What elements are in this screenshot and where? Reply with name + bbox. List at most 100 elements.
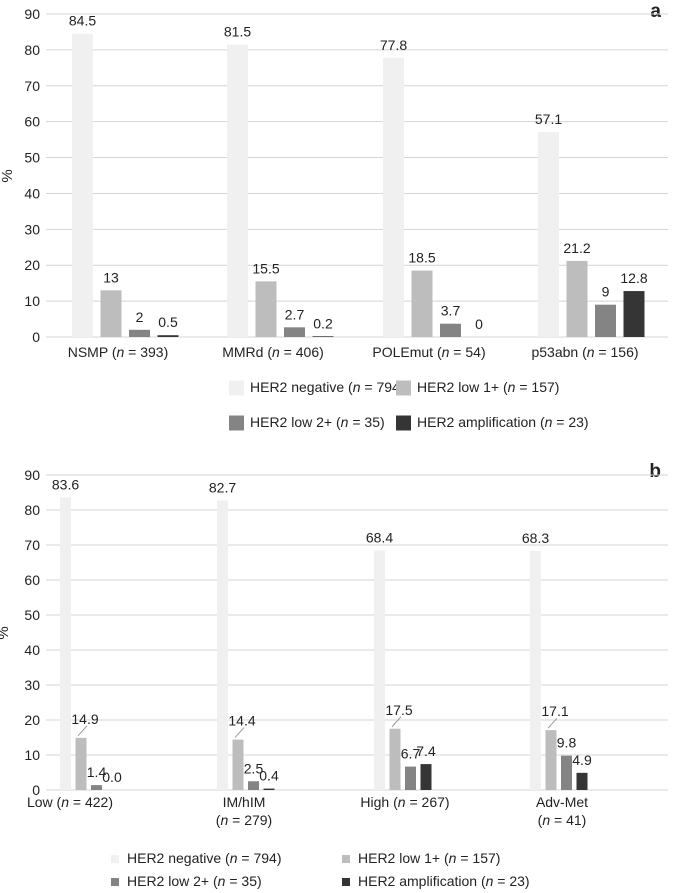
category-label: Adv-Met: [536, 794, 588, 810]
y-tick-label: 90: [24, 6, 40, 22]
legend-label: HER2 low 1+ (n = 157): [358, 850, 500, 866]
category-label: IM/hIM: [223, 794, 266, 810]
legend-label: HER2 amplification (n = 23): [417, 414, 589, 430]
legend-label: HER2 low 2+ (n = 35): [127, 873, 262, 889]
y-tick-label: 10: [24, 293, 40, 309]
y-tick-label: 30: [24, 221, 40, 237]
data-label: 17.1: [541, 703, 568, 719]
y-tick-label: 20: [24, 257, 40, 273]
label-leader-line: [547, 717, 558, 729]
legend-swatch: [229, 415, 244, 431]
label-leader-line: [77, 725, 88, 737]
bar: [566, 260, 588, 337]
bar: [420, 764, 432, 790]
y-tick-label: 80: [24, 502, 40, 518]
data-label: 15.5: [252, 260, 279, 276]
chart-panel-b: b 0 10 20 30 40 50 60 70 80 90% 83.6 82.7 68.4 68.3 14.…: [0, 461, 668, 889]
legend-swatch: [396, 380, 411, 396]
bar: [440, 323, 461, 337]
bar: [312, 336, 334, 337]
category-n-label: (n = 41): [538, 812, 587, 828]
data-label: 0.5: [158, 314, 178, 330]
legend-swatch: [229, 380, 244, 396]
data-label: 0.4: [259, 768, 279, 784]
data-label: 9.8: [557, 735, 577, 751]
legend: HER2 negative (n = 794) HER2 low 1+ (n = …: [229, 379, 589, 431]
y-tick-label: 70: [24, 537, 40, 553]
data-label: 77.8: [380, 37, 407, 53]
bar: [561, 755, 572, 790]
data-label: 57.1: [535, 111, 562, 127]
bar: [72, 33, 93, 337]
legend-swatch: [111, 855, 119, 863]
bar: [263, 788, 275, 790]
bar: [595, 304, 616, 337]
data-label: 7.4: [416, 743, 436, 759]
data-label: 0: [475, 316, 483, 332]
bar: [60, 497, 71, 790]
bar: [623, 291, 645, 337]
bar: [157, 335, 179, 337]
legend-label: HER2 amplification (n = 23): [358, 873, 530, 889]
y-tick-label: 70: [24, 78, 40, 94]
data-label: 13: [103, 269, 119, 285]
bar: [389, 728, 401, 790]
data-label: 0.0: [102, 769, 122, 785]
bar: [91, 785, 102, 790]
category-n-label: (n = 279): [216, 812, 272, 828]
bar: [232, 739, 244, 790]
data-label: 17.5: [385, 702, 412, 718]
data-label: 68.4: [366, 530, 393, 546]
y-tick-label: 20: [24, 712, 40, 728]
category-label: Low (n = 422): [27, 794, 113, 810]
data-label: 0.2: [313, 315, 333, 331]
y-tick-label: 80: [24, 42, 40, 58]
label-leader-line: [234, 727, 245, 738]
y-axis-label: %: [0, 626, 12, 639]
y-tick-label: 60: [24, 572, 40, 588]
data-label: 4.9: [572, 752, 592, 768]
y-tick-label: 0: [32, 782, 40, 798]
data-label: 82.7: [209, 480, 236, 496]
data-label: 2: [136, 309, 144, 325]
y-tick-label: 90: [24, 467, 40, 483]
bar: [75, 737, 87, 790]
legend-label: HER2 low 1+ (n = 157): [417, 379, 559, 395]
legend: HER2 negative (n = 794) HER2 low 1+ (n = …: [111, 850, 530, 889]
data-label: 9: [602, 284, 610, 300]
data-label: 2.7: [285, 306, 305, 322]
bar: [217, 500, 228, 790]
data-label: 14.9: [71, 711, 98, 727]
category-label: POLEmut (n = 54): [372, 344, 485, 360]
bar: [530, 550, 541, 790]
bar: [411, 270, 433, 337]
category-label: NSMP (n = 393): [68, 344, 169, 360]
category-label: MMRd (n = 406): [222, 344, 324, 360]
bar: [545, 730, 557, 790]
legend-swatch: [111, 878, 119, 886]
data-label: 2.5: [244, 760, 264, 776]
legend-label: HER2 low 2+ (n = 35): [250, 414, 385, 430]
legend-swatch: [342, 878, 350, 886]
y-tick-label: 60: [24, 114, 40, 130]
y-tick-label: 40: [24, 642, 40, 658]
data-label: 83.6: [52, 476, 79, 492]
bar: [576, 772, 588, 790]
data-label: 3.7: [441, 303, 461, 319]
bar: [374, 550, 385, 790]
y-tick-label: 40: [24, 185, 40, 201]
y-tick-label: 0: [32, 329, 40, 345]
panel-letter: b: [649, 461, 661, 482]
panel-letter: a: [650, 1, 661, 22]
bar: [405, 766, 416, 790]
y-axis-label: %: [0, 169, 16, 182]
data-label: 12.8: [620, 270, 647, 286]
data-label: 14.4: [228, 713, 255, 729]
category-label: High (n = 267): [360, 794, 449, 810]
data-label: 81.5: [224, 24, 251, 40]
bar: [227, 44, 248, 337]
bar: [129, 329, 150, 337]
label-leader-line: [391, 716, 402, 728]
chart-panel-a: a0102030405060708090%84.581.577.857.1131…: [0, 1, 668, 431]
